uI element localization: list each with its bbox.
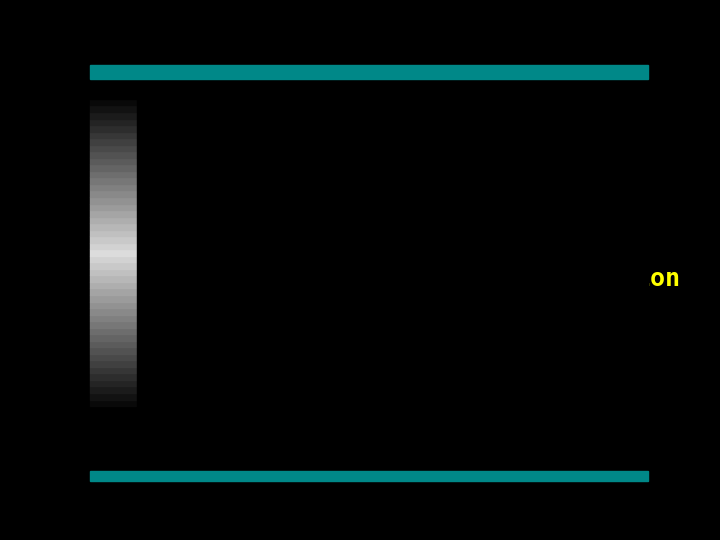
Text: Organic Content: Organic Content [210,310,517,343]
Text: 1.: 1. [171,310,204,338]
Text: for farming and growing vegetation: for farming and growing vegetation [170,266,680,292]
Text: 3.: 3. [171,422,204,450]
Text: Mineral Content: Mineral Content [210,366,513,399]
Text: Soil Texture: Soil Texture [210,422,432,455]
Text: are:: are: [354,266,429,291]
Text: affect its VALUE: affect its VALUE [316,231,557,255]
Text: Soil Characteristics: Soil Characteristics [148,119,634,162]
Text: 2.: 2. [171,366,204,394]
Text: 3 characteristics of soil that: 3 characteristics of soil that [148,231,613,255]
